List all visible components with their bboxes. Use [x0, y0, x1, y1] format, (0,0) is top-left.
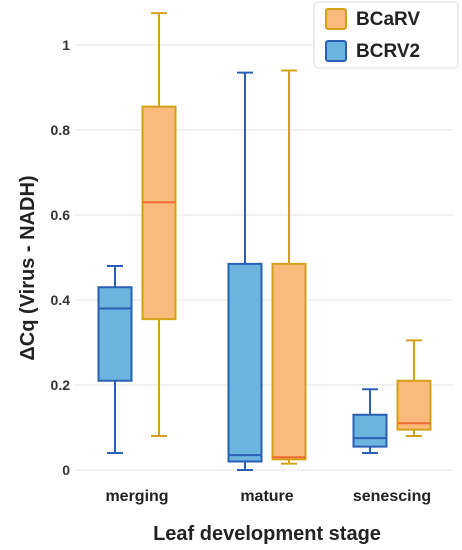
iqr-box [352, 413, 388, 448]
iqr-box [227, 262, 263, 463]
y-tick-label: 0.8 [51, 122, 71, 138]
plot-area [75, 8, 453, 480]
iqr-box [141, 105, 177, 321]
legend: BCaRV BCRV2 [313, 1, 459, 69]
box-BCaRV-mature [271, 69, 307, 465]
iqr-box [271, 262, 307, 461]
x-tick-label: merging [105, 488, 168, 505]
x-tick-label: senescing [353, 488, 431, 505]
iqr-box [396, 379, 432, 431]
box-BCaRV-senescing [396, 339, 432, 437]
x-axis-title: Leaf development stage [153, 523, 381, 545]
legend-swatch [325, 40, 347, 62]
legend-label: BCRV2 [356, 41, 420, 62]
box-BCRV2-senescing [352, 388, 388, 454]
y-tick-label: 1 [62, 37, 70, 53]
x-axis-ticks: merging mature senescing [105, 488, 431, 505]
y-tick-label: 0.2 [51, 377, 71, 393]
x-tick-label: mature [240, 488, 293, 505]
y-tick-label: 0 [62, 462, 70, 478]
y-axis-ticks: 0 0.2 0.4 0.6 0.8 1 [51, 37, 71, 478]
legend-label: BCaRV [356, 9, 420, 30]
legend-swatch [325, 8, 347, 30]
y-axis-title: ΔCq (Virus - NADH) [17, 175, 39, 360]
gridlines [75, 44, 453, 471]
y-tick-label: 0.4 [51, 292, 71, 308]
boxes [97, 12, 432, 471]
box-BCRV2-mature [227, 71, 263, 471]
box-BCaRV-merging [141, 12, 177, 437]
iqr-box [97, 286, 133, 382]
box-BCRV2-merging [97, 265, 133, 454]
y-tick-label: 0.6 [51, 207, 71, 223]
legend-box [313, 1, 459, 69]
